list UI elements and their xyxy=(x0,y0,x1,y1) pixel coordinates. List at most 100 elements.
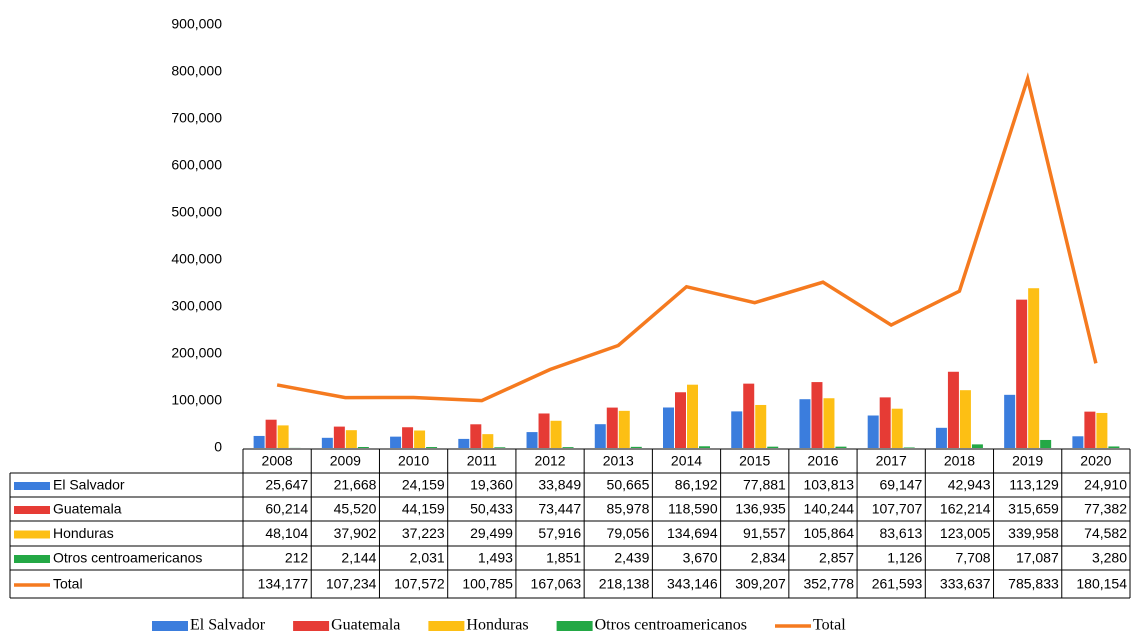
table-cell: 2,439 xyxy=(614,550,649,566)
row-label: Honduras xyxy=(53,525,114,541)
table-cell: 315,659 xyxy=(1008,501,1059,517)
table-cell: 2,031 xyxy=(410,550,445,566)
x-tick-label: 2010 xyxy=(398,453,429,469)
y-tick-label: 500,000 xyxy=(171,204,222,220)
table-cell: 29,499 xyxy=(470,525,513,541)
table-cell: 107,572 xyxy=(394,576,445,592)
y-tick-label: 700,000 xyxy=(171,110,222,126)
table-cell: 45,520 xyxy=(334,501,377,517)
bar xyxy=(1096,413,1107,448)
y-tick-label: 800,000 xyxy=(171,63,222,79)
bar xyxy=(948,372,959,448)
table-cell: 37,902 xyxy=(334,525,377,541)
table-cell: 3,670 xyxy=(683,550,718,566)
x-tick-label: 2017 xyxy=(876,453,907,469)
table-cell: 100,785 xyxy=(462,576,513,592)
table-cell: 77,382 xyxy=(1084,501,1127,517)
table-cell: 85,978 xyxy=(607,501,650,517)
x-tick-label: 2019 xyxy=(1012,453,1043,469)
table-cell: 107,234 xyxy=(326,576,377,592)
table-cell: 50,433 xyxy=(470,501,513,517)
table-cell: 162,214 xyxy=(940,501,991,517)
legend-swatch xyxy=(152,621,188,631)
bar xyxy=(334,427,345,448)
table-cell: 107,707 xyxy=(872,501,923,517)
table-cell: 352,778 xyxy=(803,576,854,592)
bar xyxy=(494,447,505,448)
bar xyxy=(1072,436,1083,448)
row-label: Total xyxy=(53,576,83,592)
x-tick-label: 2011 xyxy=(467,453,497,469)
bar xyxy=(892,409,903,448)
table-cell: 785,833 xyxy=(1008,576,1059,592)
table-cell: 333,637 xyxy=(940,576,991,592)
bar xyxy=(426,447,437,448)
table-cell: 21,668 xyxy=(334,477,377,493)
y-tick-label: 200,000 xyxy=(171,345,222,361)
x-tick-label: 2018 xyxy=(944,453,975,469)
legend-label: Total xyxy=(813,617,846,634)
legend-label: Guatemala xyxy=(331,617,400,634)
table-cell: 309,207 xyxy=(735,576,786,592)
table-cell: 1,126 xyxy=(887,550,922,566)
y-tick-label: 600,000 xyxy=(171,157,222,173)
table-cell: 118,590 xyxy=(668,501,718,517)
bar xyxy=(1040,440,1051,448)
legend-swatch xyxy=(557,621,593,631)
table-cell: 1,851 xyxy=(546,550,581,566)
table-cell: 91,557 xyxy=(743,525,786,541)
bar xyxy=(619,411,630,448)
legend-swatch xyxy=(14,555,50,563)
table-cell: 7,708 xyxy=(955,550,990,566)
table-cell: 105,864 xyxy=(803,525,854,541)
row-label: El Salvador xyxy=(53,477,125,493)
legend-swatch xyxy=(14,482,50,490)
table-cell: 3,280 xyxy=(1092,550,1127,566)
bar xyxy=(346,430,357,448)
legend-swatch xyxy=(14,506,50,514)
row-label: Otros centroamericanos xyxy=(53,550,202,566)
table-cell: 42,943 xyxy=(948,477,991,493)
bar xyxy=(563,447,574,448)
bar xyxy=(687,385,698,448)
legend-swatch xyxy=(293,621,329,631)
legend-swatch xyxy=(14,531,50,539)
table-cell: 86,192 xyxy=(675,477,718,493)
table-cell: 48,104 xyxy=(265,525,308,541)
table-cell: 1,493 xyxy=(478,550,513,566)
legend-label: El Salvador xyxy=(190,617,266,634)
table-cell: 180,154 xyxy=(1076,576,1127,592)
bar xyxy=(960,390,971,448)
table-cell: 140,244 xyxy=(803,501,854,517)
y-tick-label: 100,000 xyxy=(171,392,222,408)
bar xyxy=(551,421,562,448)
x-tick-label: 2012 xyxy=(534,453,565,469)
table-cell: 103,813 xyxy=(803,477,854,493)
bar xyxy=(1108,446,1119,448)
bar xyxy=(278,425,289,448)
table-cell: 19,360 xyxy=(470,477,513,493)
legend-swatch xyxy=(428,621,464,631)
table-cell: 2,834 xyxy=(751,550,786,566)
bar xyxy=(823,398,834,448)
table-cell: 24,159 xyxy=(402,477,445,493)
x-tick-label: 2015 xyxy=(739,453,770,469)
legend-label: Honduras xyxy=(466,617,528,634)
table-cell: 24,910 xyxy=(1084,477,1127,493)
bar xyxy=(731,411,742,448)
bar xyxy=(1004,395,1015,448)
table-cell: 50,665 xyxy=(607,477,650,493)
table-cell: 136,935 xyxy=(735,501,786,517)
table-cell: 218,138 xyxy=(599,576,650,592)
table-cell: 57,916 xyxy=(538,525,581,541)
table-cell: 123,005 xyxy=(940,525,991,541)
bar xyxy=(675,392,686,448)
table-cell: 2,857 xyxy=(819,550,854,566)
table-cell: 44,159 xyxy=(402,501,445,517)
bar xyxy=(595,424,606,448)
table-cell: 134,694 xyxy=(667,525,718,541)
table-cell: 74,582 xyxy=(1084,525,1127,541)
bar xyxy=(358,447,369,448)
table-cell: 339,958 xyxy=(1008,525,1059,541)
